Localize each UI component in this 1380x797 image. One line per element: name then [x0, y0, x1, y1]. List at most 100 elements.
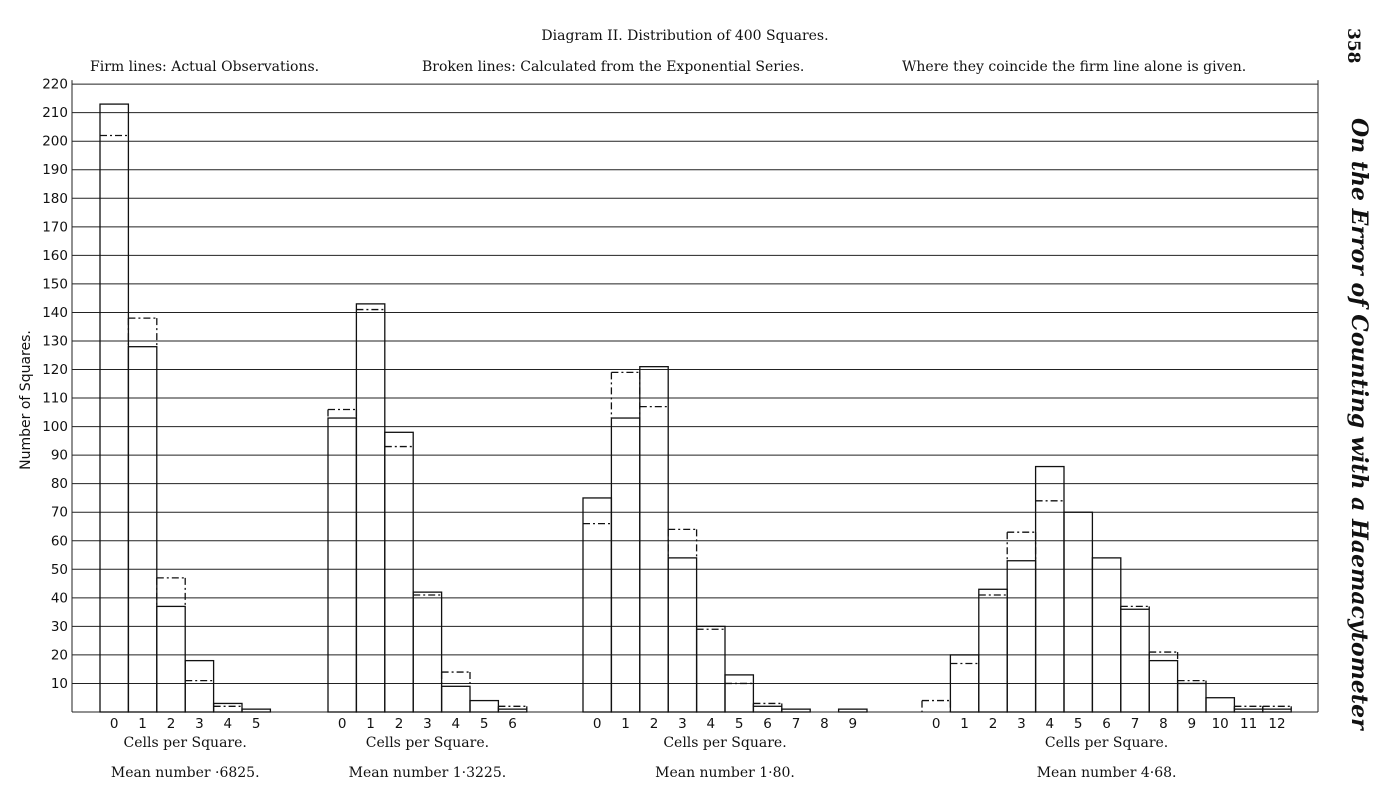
category-label: 3: [423, 716, 432, 732]
observed-bar: [1063, 511, 1094, 713]
category-label: 1: [621, 716, 630, 732]
x-axis-label: Cells per Square.: [366, 735, 489, 751]
y-axis-label: Number of Squares.: [18, 330, 34, 470]
category-label: 4: [707, 716, 716, 732]
observed-bar: [497, 708, 528, 713]
x-axis-label: Cells per Square.: [124, 735, 247, 751]
y-tick-label: 70: [51, 505, 68, 521]
observed-bar: [127, 346, 158, 713]
chart-title: Diagram II. Distribution of 400 Squares.: [541, 28, 828, 44]
y-tick-label: 180: [42, 191, 68, 207]
category-label: 0: [932, 716, 941, 732]
observed-bar: [582, 497, 613, 713]
category-label: 8: [1159, 716, 1168, 732]
observed-bar: [327, 417, 358, 713]
x-axis-label: Cells per Square.: [1045, 735, 1168, 751]
category-label: 9: [849, 716, 858, 732]
legend-note-coincide: Where they coincide the firm line alone …: [902, 59, 1246, 75]
category-label: 6: [763, 716, 772, 732]
observed-bar: [469, 699, 500, 713]
observed-bar: [1176, 682, 1207, 713]
y-tick-label: 110: [42, 391, 68, 407]
category-label: 4: [224, 716, 233, 732]
observed-bar: [781, 708, 811, 713]
y-tick-label: 130: [42, 333, 68, 349]
category-label: 2: [395, 716, 404, 732]
category-label: 1: [960, 716, 969, 732]
y-tick-label: 50: [51, 562, 68, 578]
category-label: 2: [989, 716, 998, 732]
observed-bar: [440, 685, 471, 713]
observed-bar: [184, 659, 215, 713]
category-label: 6: [1102, 716, 1111, 732]
observed-bar: [156, 605, 186, 713]
observed-bar: [695, 625, 726, 713]
category-label: 0: [593, 716, 602, 732]
observed-bar: [1233, 708, 1264, 713]
gridlines: [71, 80, 1319, 713]
y-tick-label: 60: [51, 533, 68, 549]
y-tick-label: 170: [42, 219, 68, 235]
running-title: On the Error of Counting with a Haemacyt…: [1346, 118, 1372, 731]
y-tick-label: 210: [42, 105, 68, 121]
category-label: 5: [735, 716, 744, 732]
y-tick-label: 20: [51, 647, 68, 663]
category-label: 5: [480, 716, 489, 732]
category-label: 1: [366, 716, 375, 732]
observed-bar: [667, 557, 698, 713]
observed-bar: [1034, 465, 1065, 713]
category-label: 9: [1188, 716, 1197, 732]
observed-bar: [99, 103, 130, 713]
y-tick-label: 200: [42, 134, 68, 150]
y-tick-label: 190: [42, 162, 68, 178]
observed-bar: [1262, 708, 1292, 713]
observed-bar: [610, 417, 641, 713]
category-label: 2: [167, 716, 176, 732]
observed-bar: [837, 708, 868, 713]
category-label: 4: [452, 716, 461, 732]
observed-bar: [752, 705, 783, 713]
observed-bar: [1006, 560, 1037, 713]
observed-bar: [1091, 557, 1122, 713]
y-tick-labels: 10 20 30 40 50 60 70 80 90 100 110 120 130 140 150 160 1…: [42, 77, 68, 692]
y-tick-label: 220: [42, 77, 68, 93]
category-label: 8: [820, 716, 829, 732]
observed-bar: [1205, 697, 1236, 713]
observed-bar: [1148, 659, 1179, 713]
observed-bar: [355, 303, 386, 713]
category-label: 3: [678, 716, 687, 732]
y-tick-label: 100: [42, 419, 68, 435]
category-label: 12: [1268, 716, 1285, 732]
mean-number-label: Mean number 1·80.: [655, 765, 795, 781]
histogram-bars: [99, 103, 1292, 713]
x-tick-labels: 0 1 2 3 4 5 0 1 2 3 4 5 6 0 1 2 3 4 5 6 7 8 9 0 1 2 3 4 5 6 7 8 9 10 11 12: [110, 716, 1286, 732]
category-label: 11: [1240, 716, 1257, 732]
y-tick-label: 10: [51, 676, 68, 692]
category-label: 10: [1212, 716, 1229, 732]
observed-bar: [978, 588, 1008, 713]
observed-bar: [639, 366, 669, 713]
y-tick-label: 90: [51, 448, 68, 464]
observed-bar: [1120, 608, 1150, 713]
page-number: 358: [1343, 28, 1363, 64]
observed-bar: [412, 591, 443, 713]
legend-note-calculated: Broken lines: Calculated from the Expone…: [422, 59, 804, 75]
y-tick-label: 140: [42, 305, 68, 321]
category-label: 4: [1046, 716, 1055, 732]
y-tick-label: 80: [51, 476, 68, 492]
y-tick-label: 30: [51, 619, 68, 635]
mean-number-label: Mean number 1·3225.: [349, 765, 507, 781]
category-label: 7: [792, 716, 801, 732]
legend-note-observed: Firm lines: Actual Observations.: [90, 59, 319, 75]
y-tick-label: 150: [42, 276, 68, 292]
y-tick-label: 40: [51, 590, 68, 606]
mean-number-label: Mean number ·6825.: [111, 765, 260, 781]
y-tick-label: 120: [42, 362, 68, 378]
panel-captions: Cells per Square. Mean number ·6825. Cells…: [111, 735, 1177, 781]
observed-bar: [212, 702, 243, 713]
category-label: 3: [1017, 716, 1026, 732]
category-label: 0: [338, 716, 347, 732]
observed-bar: [724, 674, 755, 713]
observed-bar: [241, 708, 272, 713]
